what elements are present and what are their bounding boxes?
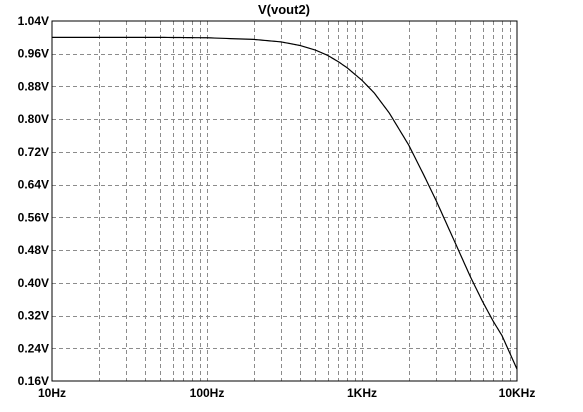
trace-vout2 xyxy=(52,36,518,370)
y-tick-label: 0.88V xyxy=(18,79,49,93)
x-tick-label: 10Hz xyxy=(38,386,66,400)
y-tick-label: 0.96V xyxy=(18,47,49,61)
x-tick-label: 10KHz xyxy=(499,386,536,400)
y-tick-label: 0.72V xyxy=(18,145,49,159)
y-tick-label: 0.48V xyxy=(18,243,49,257)
y-tick-label: 0.56V xyxy=(18,210,49,224)
y-tick-label: 0.24V xyxy=(18,341,49,355)
x-tick-label: 1KHz xyxy=(347,386,377,400)
trace-layer xyxy=(52,36,518,370)
plot-frame xyxy=(51,20,518,382)
y-tick-label: 0.16V xyxy=(18,374,49,388)
grid-lines xyxy=(52,21,517,381)
x-tick-label: 100Hz xyxy=(190,386,225,400)
x-tick-labels: 10Hz 100Hz 1KHz 10KHz xyxy=(38,386,535,400)
y-tick-label: 0.32V xyxy=(18,309,49,323)
chart-title: V(vout2) xyxy=(258,2,310,17)
y-tick-labels: 1.04V 0.96V 0.88V 0.80V 0.72V 0.64V 0.56V 0.48V… xyxy=(18,14,49,388)
y-tick-label: 0.80V xyxy=(18,112,49,126)
y-tick-label: 0.64V xyxy=(18,178,49,192)
y-tick-label: 0.40V xyxy=(18,276,49,290)
y-tick-label: 1.04V xyxy=(18,14,49,28)
